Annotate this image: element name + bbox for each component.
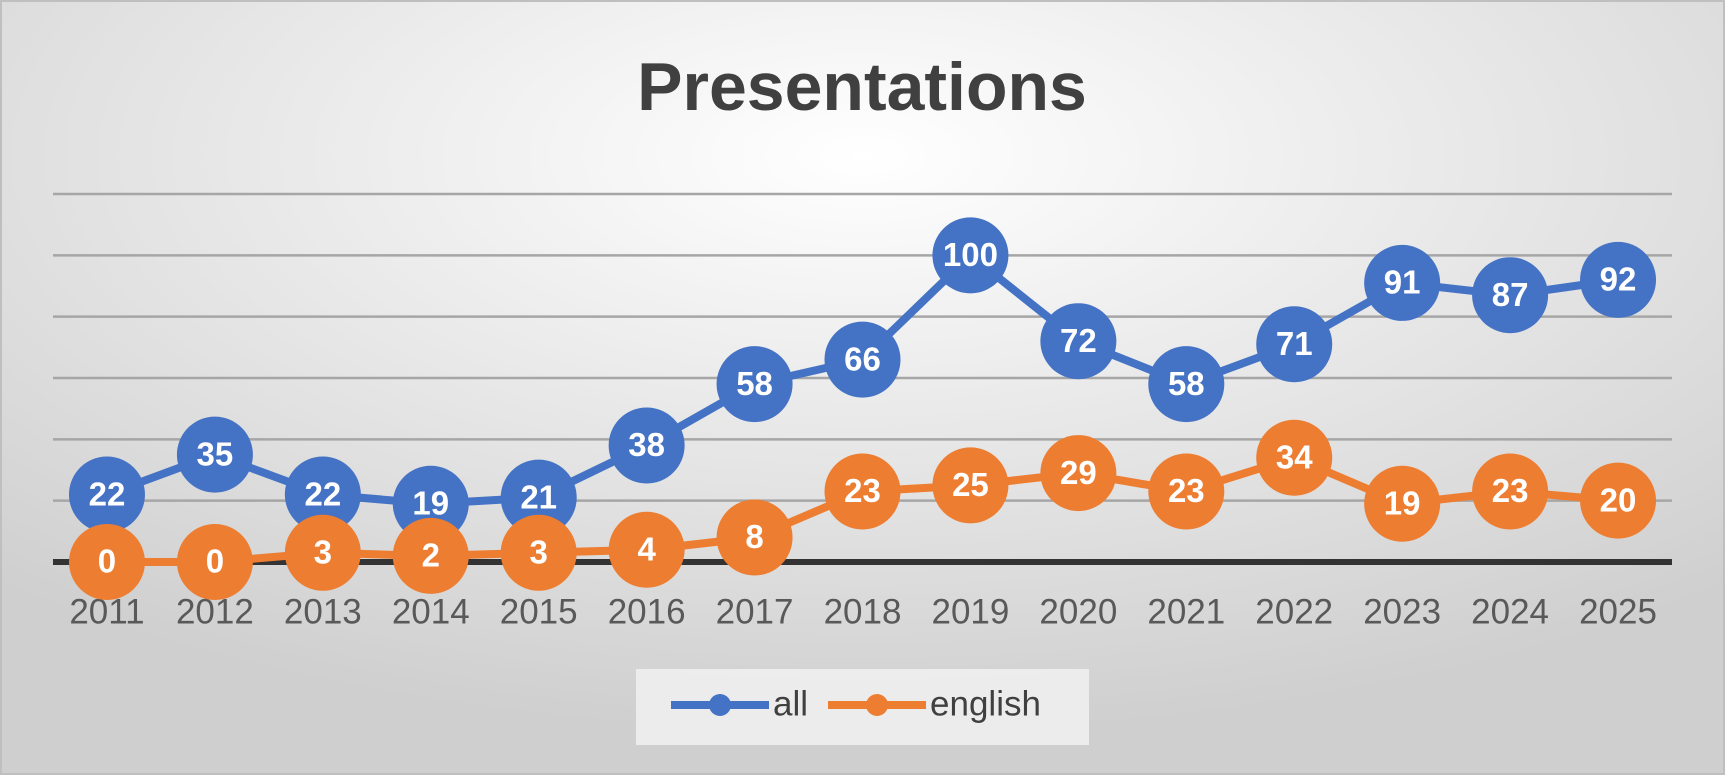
data-label: 0 xyxy=(98,543,116,580)
data-label: 19 xyxy=(412,484,449,521)
data-label: 34 xyxy=(1276,438,1313,475)
data-point xyxy=(284,514,361,591)
data-label: 35 xyxy=(197,435,234,472)
data-point xyxy=(1148,453,1225,530)
data-point xyxy=(1580,241,1657,318)
data-label: 38 xyxy=(628,426,665,463)
data-label: 19 xyxy=(1384,484,1421,521)
legend-label: english xyxy=(930,684,1041,723)
data-point xyxy=(824,321,901,398)
data-point xyxy=(1040,435,1117,512)
data-label: 8 xyxy=(745,518,763,555)
data-label: 58 xyxy=(736,365,773,402)
x-tick-label: 2014 xyxy=(392,592,470,631)
data-point xyxy=(932,447,1009,524)
data-label: 66 xyxy=(844,340,881,377)
data-point xyxy=(608,407,685,484)
data-point xyxy=(392,465,469,542)
legend-marker xyxy=(709,694,731,716)
x-tick-label: 2025 xyxy=(1579,592,1657,631)
data-point xyxy=(68,456,145,533)
data-point xyxy=(176,416,253,493)
data-point xyxy=(1472,453,1549,530)
data-label: 3 xyxy=(530,534,548,571)
data-point xyxy=(608,511,685,588)
x-tick-label: 2020 xyxy=(1039,592,1117,631)
x-tick-label: 2019 xyxy=(931,592,1009,631)
x-tick-label: 2023 xyxy=(1363,592,1441,631)
data-point xyxy=(1256,419,1333,496)
x-tick-label: 2016 xyxy=(608,592,686,631)
data-point xyxy=(932,217,1009,294)
x-tick-label: 2021 xyxy=(1147,592,1225,631)
data-point xyxy=(1148,346,1225,423)
x-tick-label: 2015 xyxy=(500,592,578,631)
data-label: 22 xyxy=(304,475,341,512)
data-point xyxy=(1256,306,1333,383)
data-point xyxy=(284,456,361,533)
data-point xyxy=(716,346,793,423)
data-label: 20 xyxy=(1600,481,1637,518)
data-point xyxy=(392,517,469,594)
data-point xyxy=(68,524,145,600)
x-tick-label: 2017 xyxy=(716,592,794,631)
data-label: 58 xyxy=(1168,365,1205,402)
x-tick-label: 2022 xyxy=(1255,592,1333,631)
data-label: 92 xyxy=(1600,261,1637,298)
data-label: 23 xyxy=(1492,472,1529,509)
data-label: 0 xyxy=(206,543,224,580)
data-label: 21 xyxy=(520,478,557,515)
data-label: 4 xyxy=(637,530,656,567)
x-tick-label: 2013 xyxy=(284,592,362,631)
data-point xyxy=(176,524,253,600)
data-point xyxy=(1364,465,1441,542)
data-point xyxy=(1472,257,1549,334)
data-point xyxy=(1364,244,1441,321)
chart-title: Presentations xyxy=(637,49,1087,125)
data-label: 2 xyxy=(422,537,440,574)
data-label: 100 xyxy=(943,236,998,273)
data-label: 22 xyxy=(89,475,126,512)
data-point xyxy=(824,453,901,530)
legend-marker xyxy=(866,694,889,716)
data-label: 23 xyxy=(844,472,881,509)
data-point xyxy=(500,514,577,591)
x-tick-label: 2018 xyxy=(824,592,902,631)
data-label: 87 xyxy=(1492,276,1529,313)
data-label: 91 xyxy=(1384,264,1421,301)
data-label: 71 xyxy=(1276,325,1313,362)
legend-label: all xyxy=(773,684,808,723)
x-tick-label: 2024 xyxy=(1471,592,1549,631)
data-label: 29 xyxy=(1060,454,1097,491)
data-label: 72 xyxy=(1060,322,1097,359)
data-point xyxy=(500,459,577,536)
data-point xyxy=(1040,303,1117,380)
data-label: 3 xyxy=(314,534,332,571)
data-point xyxy=(716,499,793,576)
data-label: 23 xyxy=(1168,472,1205,509)
data-point xyxy=(1580,462,1657,539)
data-label: 25 xyxy=(952,466,989,503)
